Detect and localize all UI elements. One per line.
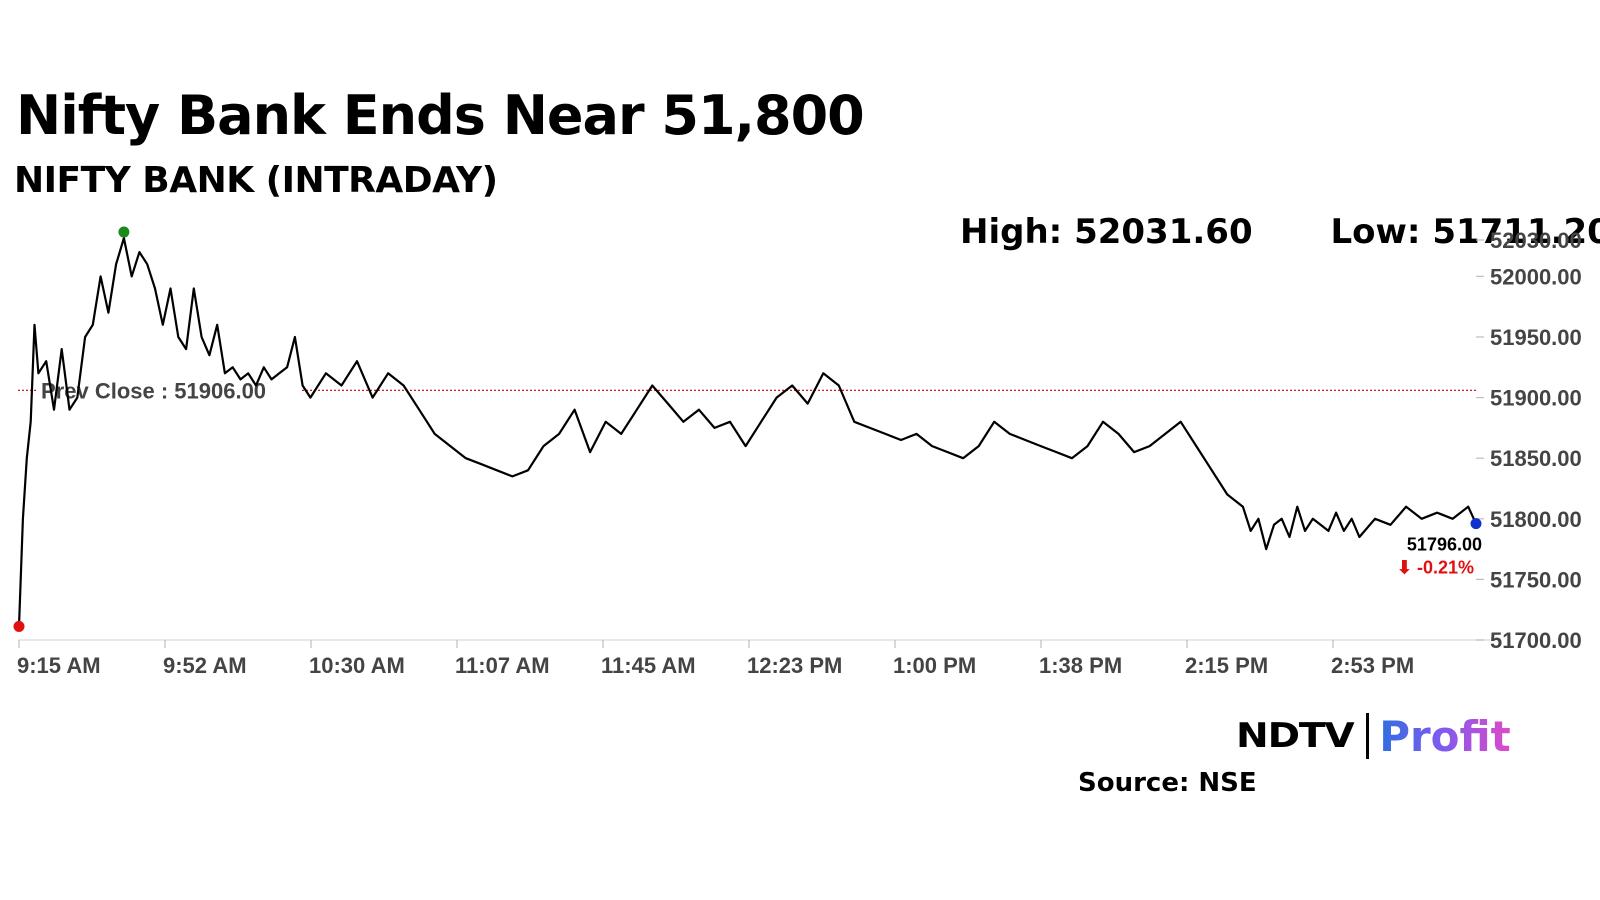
series-line-nifty-bank	[17, 237, 1477, 627]
y-tick-label: 51700.00	[1490, 628, 1582, 653]
x-tick-label: 2:15 PM	[1185, 653, 1268, 678]
chart-markers	[13, 226, 1482, 632]
x-tick-label: 1:38 PM	[1039, 653, 1122, 678]
y-axis-ticks: 51700.00 51750.00 51800.00 51850.00 51900.00…	[1476, 228, 1582, 653]
high-value-label: High: 52031.60	[960, 212, 1253, 252]
y-tick-label: 51750.00	[1490, 567, 1582, 592]
logo-profit-text: Profit	[1379, 711, 1511, 761]
y-tick-label: 51850.00	[1490, 446, 1582, 471]
x-axis-ticks: 9:15 AM 9:52 AM 10:30 AM 11:07 AM 11:45 AM 12…	[17, 640, 1414, 678]
x-tick-label: 11:07 AM	[455, 653, 550, 678]
high-low-summary: High: 52031.60 Low: 51711.20	[960, 212, 1600, 252]
x-tick-label: 11:45 AM	[601, 653, 696, 678]
x-tick-label: 10:30 AM	[309, 653, 405, 678]
x-tick-label: 12:23 PM	[747, 653, 842, 678]
high-marker-dot	[118, 226, 130, 238]
chart-title: Nifty Bank Ends Near 51,800	[16, 84, 865, 147]
y-tick-label: 52000.00	[1490, 264, 1582, 289]
y-tick-label: 51950.00	[1490, 325, 1582, 350]
y-tick-label: 51900.00	[1490, 386, 1582, 411]
x-tick-label: 1:00 PM	[893, 653, 976, 678]
last-price-dot	[1470, 518, 1482, 530]
low-marker-dot	[13, 620, 25, 632]
source-note: Source: NSE	[1078, 768, 1257, 798]
y-tick-label: 52030.00	[1490, 228, 1582, 253]
last-price-label: 51796.00	[1407, 535, 1482, 555]
logo-divider	[1366, 713, 1370, 759]
chart-subtitle: NIFTY BANK (INTRADAY)	[14, 160, 498, 201]
low-value-label: Low: 51711.20	[1330, 212, 1600, 252]
x-tick-label: 9:15 AM	[17, 653, 101, 678]
x-tick-label: 9:52 AM	[163, 653, 247, 678]
change-percent-label: ⬇ -0.21%	[1397, 558, 1474, 578]
y-tick-label: 51800.00	[1490, 507, 1582, 532]
ndtv-profit-logo: NDTV Profit	[1236, 711, 1511, 761]
logo-ndtv-text: NDTV	[1236, 716, 1355, 756]
x-tick-label: 2:53 PM	[1331, 653, 1414, 678]
